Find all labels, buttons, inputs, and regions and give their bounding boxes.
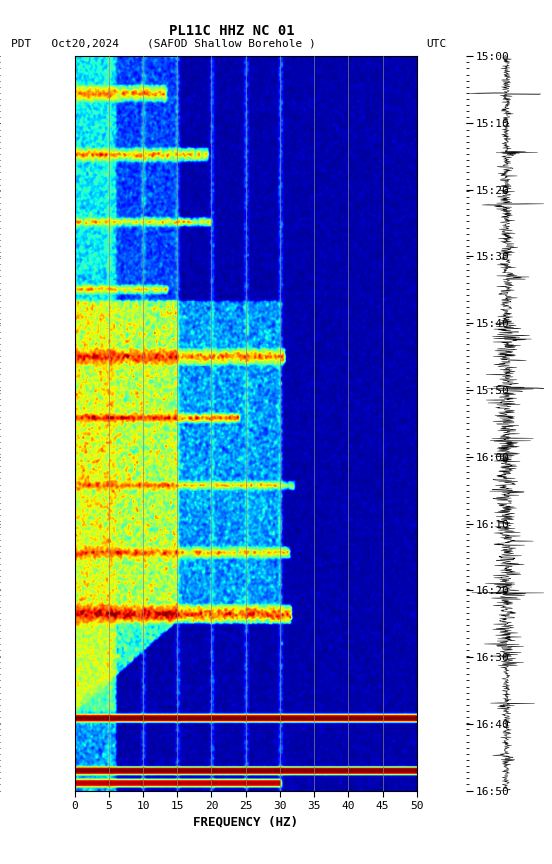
Text: UTC: UTC <box>426 39 446 49</box>
X-axis label: FREQUENCY (HZ): FREQUENCY (HZ) <box>193 815 298 828</box>
Text: PL11C HHZ NC 01: PL11C HHZ NC 01 <box>169 24 295 38</box>
Text: (SAFOD Shallow Borehole ): (SAFOD Shallow Borehole ) <box>147 39 316 49</box>
Text: PDT   Oct20,2024: PDT Oct20,2024 <box>11 39 119 49</box>
